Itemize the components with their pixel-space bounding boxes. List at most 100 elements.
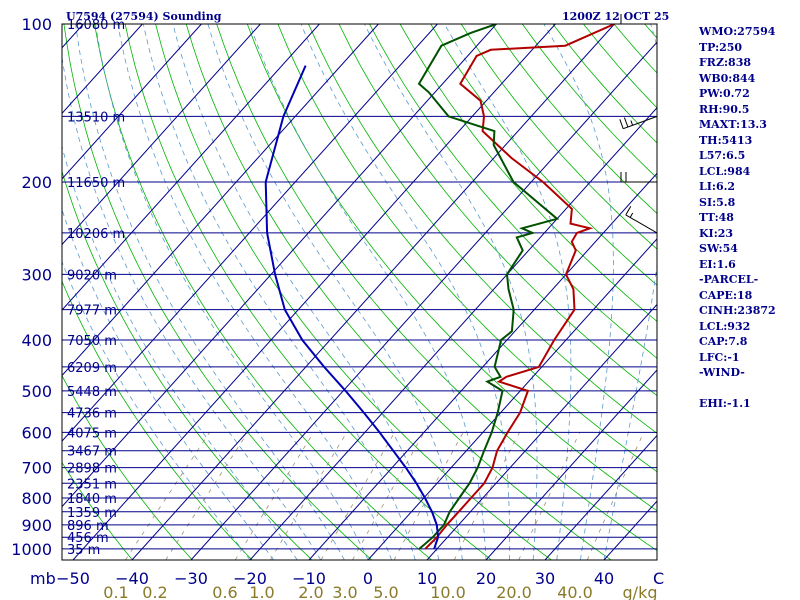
mixing-ratio-line bbox=[125, 432, 210, 560]
temperature-tick-label: 20 bbox=[476, 569, 496, 588]
dry-adiabat bbox=[185, 24, 612, 560]
dry-adiabat bbox=[155, 24, 552, 560]
dry-adiabat bbox=[460, 24, 657, 250]
height-level-label: 7977 m bbox=[67, 304, 117, 319]
height-level-label: 1359 m bbox=[67, 506, 117, 521]
sounding-index: L57:6.5 bbox=[699, 149, 746, 162]
moist-adiabat bbox=[62, 55, 322, 560]
isotherm bbox=[62, 24, 320, 311]
sounding-index: FRZ:838 bbox=[699, 56, 752, 69]
height-level-label: 10206 m bbox=[67, 227, 125, 242]
dry-adiabat bbox=[277, 24, 657, 473]
wind-barb-staff bbox=[625, 214, 658, 234]
height-level-label: 2898 m bbox=[67, 462, 117, 477]
moist-adiabat bbox=[62, 144, 298, 560]
pressure-tick-label: 800 bbox=[21, 489, 52, 508]
isotherm bbox=[62, 24, 497, 508]
sounding-index: EHI:-1.1 bbox=[699, 397, 751, 410]
isotherm bbox=[544, 434, 657, 560]
height-level-label: 4075 m bbox=[67, 426, 117, 441]
mixing-ratio-label: 10.0 bbox=[430, 583, 466, 600]
temperature-tick-label: −10 bbox=[292, 569, 326, 588]
pressure-tick-label: 400 bbox=[21, 331, 52, 350]
pressure-tick-label: 700 bbox=[21, 459, 52, 478]
height-level-label: 2351 m bbox=[67, 477, 117, 492]
sounding-index: WMO:27594 bbox=[699, 25, 776, 38]
dry-adiabat bbox=[308, 24, 657, 434]
sounding-index: LI:6.2 bbox=[699, 180, 736, 193]
mixing-ratio-label: 40.0 bbox=[557, 583, 593, 600]
temperature-tick-label: 10 bbox=[417, 569, 437, 588]
dry-adiabat bbox=[62, 280, 253, 560]
isotherm bbox=[485, 369, 657, 560]
wind-barb-feather bbox=[623, 117, 629, 128]
mixing-ratio-label: 0.2 bbox=[142, 583, 167, 600]
height-level-label: 16080 m bbox=[67, 18, 125, 33]
isotherm bbox=[131, 24, 615, 560]
moist-adiabat bbox=[543, 24, 614, 560]
mixing-ratio-line bbox=[352, 432, 425, 560]
sounding-index: -WIND- bbox=[699, 366, 745, 379]
chart-series bbox=[264, 24, 615, 550]
isotherm bbox=[0, 24, 24, 560]
mixing-ratio-label: 2.0 bbox=[298, 583, 323, 600]
moist-adiabat bbox=[172, 24, 440, 560]
mixing-ratio-line bbox=[270, 432, 348, 560]
wind-barb-half-feather bbox=[630, 120, 634, 126]
mixing-ratio-line bbox=[586, 432, 645, 560]
pressure-tick-label: 1000 bbox=[11, 540, 52, 559]
wind-barbs bbox=[619, 14, 658, 234]
mixing-ratio-line bbox=[320, 432, 395, 560]
sounding-index: TH:5413 bbox=[699, 133, 753, 147]
sounding-index: MAXT:13.3 bbox=[699, 118, 767, 131]
wind-barb-feather bbox=[625, 205, 632, 216]
wind-barb-half-feather bbox=[629, 212, 634, 218]
plot-frame bbox=[61, 23, 658, 561]
height-level-label: 11650 m bbox=[67, 176, 125, 191]
sounding-index: RH:90.5 bbox=[699, 102, 750, 116]
chart-title: U7594 (27594) Sounding bbox=[66, 10, 222, 23]
sounding-index: CAP:7.8 bbox=[699, 335, 748, 348]
isotherm bbox=[190, 41, 657, 560]
moist-adiabat bbox=[207, 24, 463, 560]
moist-adiabat bbox=[364, 24, 538, 560]
mixing-ratio-label: 1.0 bbox=[249, 583, 274, 600]
temperature-tick-label: −20 bbox=[233, 569, 267, 588]
sounding-index: CAPE:18 bbox=[699, 288, 753, 302]
isotherm bbox=[62, 24, 261, 246]
height-level-label: 456 m bbox=[67, 531, 109, 546]
mixing-ratio-line bbox=[393, 432, 464, 560]
pressure-tick-label: 100 bbox=[21, 15, 52, 34]
mixing-ratio-line bbox=[453, 432, 520, 560]
temperature-profile-line bbox=[424, 24, 615, 550]
sounding-index: WB0:844 bbox=[699, 71, 756, 85]
sounding-index: PW:0.72 bbox=[699, 87, 750, 100]
height-level-label: 6209 m bbox=[67, 361, 117, 376]
moist-adiabat bbox=[444, 24, 572, 560]
moist-adiabat bbox=[300, 24, 511, 560]
pressure-tick-label: 200 bbox=[21, 173, 52, 192]
dry-adiabat bbox=[62, 374, 193, 560]
parcel-profile-line bbox=[264, 65, 440, 550]
pressure-tick-label: 600 bbox=[21, 423, 52, 442]
chart-grid bbox=[0, 24, 657, 560]
temperature-tick-label: 30 bbox=[535, 569, 555, 588]
sounding-index bbox=[699, 381, 797, 397]
sounding-index: EI:1.6 bbox=[699, 257, 736, 271]
pressure-tick-label: 900 bbox=[21, 516, 52, 535]
isotherm bbox=[308, 172, 657, 560]
temperature-tick-label: −50 bbox=[56, 569, 90, 588]
isotherm bbox=[367, 238, 657, 560]
dry-adiabat bbox=[369, 24, 657, 359]
dewpoint-profile-line bbox=[417, 24, 560, 550]
mixing-ratio-label: 20.0 bbox=[496, 583, 532, 600]
dry-adiabat bbox=[62, 170, 313, 560]
height-level-label: 35 m bbox=[67, 543, 100, 558]
sounding-index: -PARCEL- bbox=[699, 273, 759, 286]
temperature-tick-label: 0 bbox=[363, 569, 373, 588]
moist-adiabat bbox=[75, 24, 345, 560]
sounding-index: SW:54 bbox=[699, 242, 738, 255]
mixing-ratio-unit: g/kg bbox=[623, 583, 658, 600]
mixing-ratio-line bbox=[518, 432, 581, 560]
